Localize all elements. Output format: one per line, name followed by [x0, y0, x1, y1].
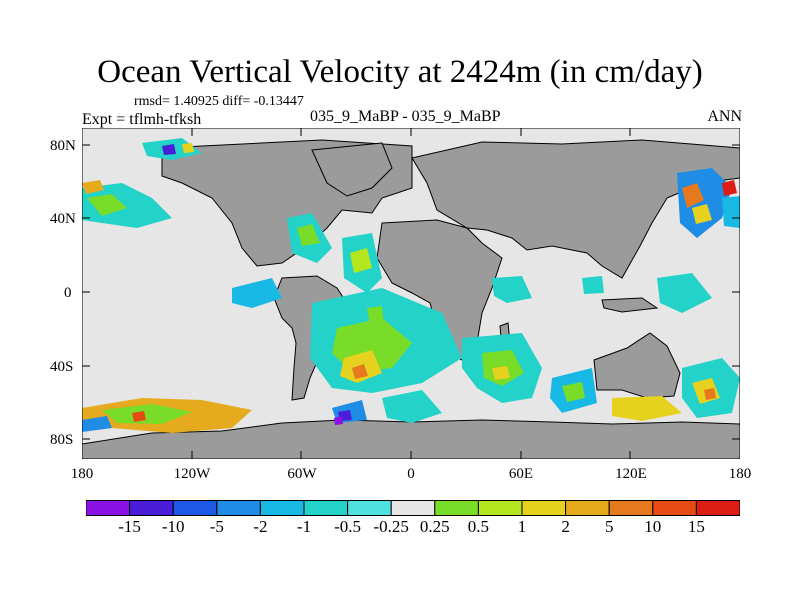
- colorbar-box: [259, 500, 305, 516]
- colorbar-box: [303, 500, 349, 516]
- lon-tick-60e: 60E: [508, 466, 534, 482]
- cases-label: 035_9_MaBP - 035_9_MaBP: [310, 108, 501, 125]
- colorbar-label: 10: [644, 517, 662, 536]
- greenland: [311, 142, 393, 197]
- velocity-patches: [82, 138, 740, 433]
- indonesia-islands: [601, 297, 659, 313]
- lon-tick-0: 0: [407, 466, 415, 482]
- lat-tick-marks: [82, 144, 740, 440]
- colorbar-label: 2: [561, 517, 570, 536]
- lat-tick-0: 0: [64, 285, 72, 301]
- colorbar-label: -5: [209, 517, 224, 536]
- lon-tick-180e: 180: [728, 466, 752, 482]
- lat-tick-40n: 40N: [50, 211, 76, 227]
- lat-tick-80n: 80N: [50, 138, 76, 154]
- colorbar-label: 5: [604, 517, 614, 536]
- colorbar-box: [652, 500, 697, 516]
- colorbar-label: -2: [253, 517, 268, 536]
- colorbar-box: [390, 500, 436, 516]
- eurasia: [411, 139, 740, 279]
- lon-tick-marks: [191, 128, 631, 459]
- colorbar-box: [565, 500, 610, 516]
- lon-tick-180w: 180: [70, 466, 94, 482]
- colorbar-box: [347, 500, 392, 516]
- colorbar-label: 0.25: [419, 517, 450, 536]
- colorbar-box: [695, 500, 740, 516]
- figure-title: Ocean Vertical Velocity at 2424m (in cm/…: [97, 54, 703, 90]
- experiment-label: Expt = tflmh-tfksh: [82, 111, 202, 128]
- colorbar-label: -15: [118, 517, 141, 536]
- colorbar-label: 0.5: [467, 517, 490, 536]
- colorbar-label: -0.25: [373, 517, 409, 536]
- season-label: ANN: [707, 108, 742, 125]
- stats-label: rmsd= 1.40925 diff= -0.13447: [134, 94, 304, 109]
- colorbar-box: [129, 500, 174, 516]
- colorbar-box: [434, 500, 479, 516]
- lon-tick-120e: 120E: [615, 466, 647, 482]
- colorbar-label: -10: [161, 517, 185, 536]
- lat-tick-80s: 80S: [50, 432, 74, 448]
- colorbar-label: 15: [687, 517, 705, 536]
- map-panel: [82, 128, 740, 459]
- lat-tick-40s: 40S: [50, 359, 74, 375]
- colorbar-box: [86, 500, 131, 516]
- colorbar-box: [172, 500, 218, 516]
- australia: [593, 332, 681, 399]
- colorbar-box: [608, 500, 654, 516]
- lon-tick-60w: 60W: [287, 466, 317, 482]
- colorbar-box: [477, 500, 523, 516]
- lon-tick-120w: 120W: [173, 466, 211, 482]
- colorbar: [86, 500, 740, 516]
- colorbar-label: -1: [296, 517, 312, 536]
- colorbar-box: [216, 500, 261, 516]
- colorbar-box: [521, 500, 567, 516]
- colorbar-label: 1: [517, 517, 527, 536]
- antarctica: [82, 419, 740, 459]
- colorbar-label: -0.5: [334, 517, 362, 536]
